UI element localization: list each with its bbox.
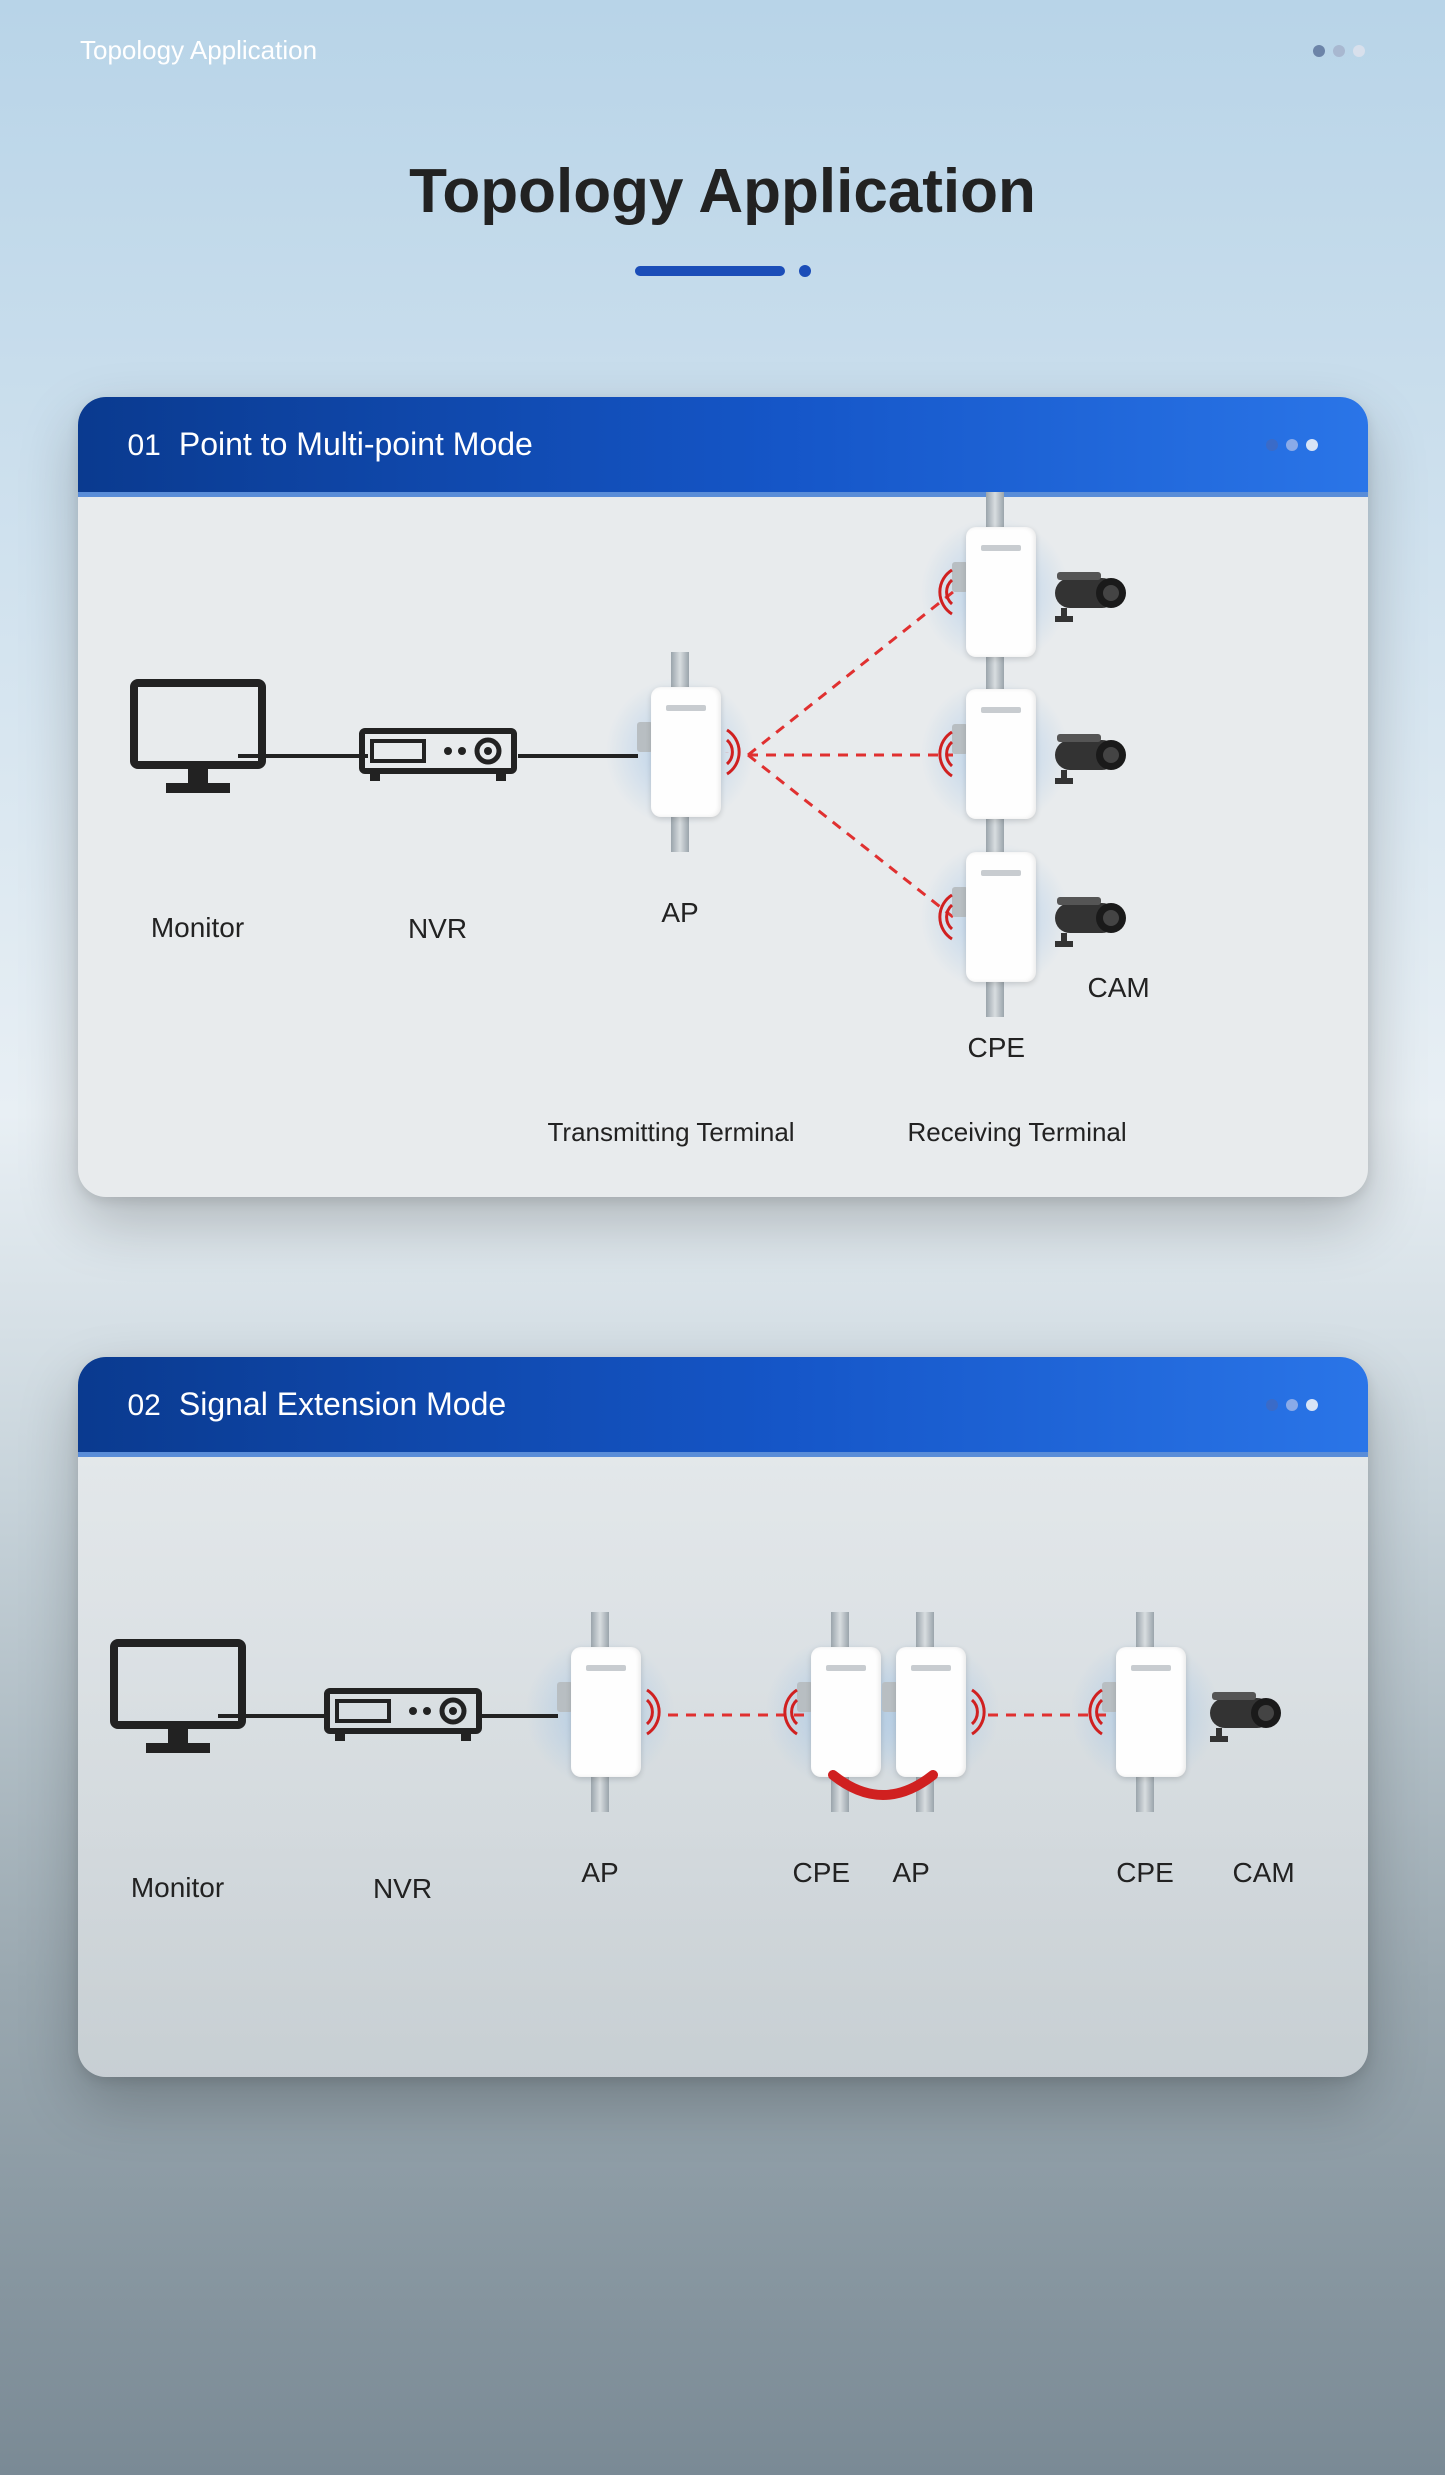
card-title: Point to Multi-point Mode xyxy=(179,426,533,463)
page-title: Topology Application xyxy=(0,156,1445,227)
card-body: Monitor NVR AP xyxy=(78,497,1368,1197)
ap-label: AP xyxy=(893,1857,930,1889)
nvr-icon xyxy=(358,725,518,785)
dot xyxy=(1353,45,1365,57)
card-body: Monitor NVR AP xyxy=(78,1457,1368,2077)
wire xyxy=(238,754,368,758)
wifi-icon xyxy=(721,722,761,782)
label: AP xyxy=(661,897,698,929)
camera-icon xyxy=(1053,887,1143,947)
label: Monitor xyxy=(131,1872,224,1904)
wire xyxy=(518,754,638,758)
camera-icon xyxy=(1053,562,1143,622)
card-number: 02 xyxy=(128,1389,161,1423)
top-dots xyxy=(1313,45,1365,57)
underline-bar xyxy=(635,266,785,276)
nvr-device: NVR xyxy=(323,1685,483,1905)
label: CPE xyxy=(1116,1857,1174,1889)
monitor-device: Monitor xyxy=(108,1637,248,1904)
dot xyxy=(1333,45,1345,57)
label: Monitor xyxy=(151,912,244,944)
wifi-icon xyxy=(966,1682,1006,1742)
wifi-icon xyxy=(641,1682,681,1742)
ap-unit xyxy=(633,667,728,837)
camera-2 xyxy=(1053,724,1143,789)
dot xyxy=(1266,1399,1278,1411)
tx-label: Transmitting Terminal xyxy=(548,1117,795,1148)
wire xyxy=(218,1714,328,1718)
card-header: 01 Point to Multi-point Mode xyxy=(78,397,1368,497)
card-signal-extension: 02 Signal Extension Mode Monitor xyxy=(78,1357,1368,2077)
cam-label: CAM xyxy=(1088,972,1150,1004)
cpe-label: CPE xyxy=(968,1032,1026,1064)
card-point-to-multipoint: 01 Point to Multi-point Mode Monitor xyxy=(78,397,1368,1197)
ap-device: AP xyxy=(633,667,728,929)
monitor-icon xyxy=(108,1637,248,1757)
card-title-wrap: 02 Signal Extension Mode xyxy=(128,1386,507,1423)
camera xyxy=(1208,1682,1298,1747)
card-dots xyxy=(1266,1399,1318,1411)
title-underline xyxy=(0,265,1445,277)
card-number: 01 xyxy=(128,429,161,463)
card-header: 02 Signal Extension Mode xyxy=(78,1357,1368,1457)
top-label: Topology Application xyxy=(80,35,317,66)
ap-unit xyxy=(553,1627,648,1797)
label: AP xyxy=(581,1857,618,1889)
wifi-icon xyxy=(918,724,958,784)
card-title-wrap: 01 Point to Multi-point Mode xyxy=(128,426,533,463)
wifi-icon xyxy=(763,1682,803,1742)
camera-3 xyxy=(1053,887,1143,952)
monitor-icon xyxy=(128,677,268,797)
cpe-label: CPE xyxy=(793,1857,851,1889)
dot xyxy=(1266,439,1278,451)
ap-device: AP xyxy=(553,1627,648,1889)
wifi-icon xyxy=(918,887,958,947)
wifi-icon xyxy=(918,562,958,622)
dot xyxy=(1313,45,1325,57)
card-dots xyxy=(1266,439,1318,451)
dot xyxy=(1306,1399,1318,1411)
camera-1 xyxy=(1053,562,1143,627)
cpe-device-2: CPE xyxy=(1098,1627,1193,1889)
rx-label: Receiving Terminal xyxy=(908,1117,1127,1148)
card-title: Signal Extension Mode xyxy=(179,1386,506,1423)
cpe-unit xyxy=(1098,1627,1193,1797)
wire xyxy=(478,1714,558,1718)
camera-icon xyxy=(1053,724,1143,784)
dot xyxy=(1286,439,1298,451)
link-arc-icon xyxy=(823,1767,943,1817)
dot xyxy=(1306,439,1318,451)
nvr-icon xyxy=(323,1685,483,1745)
monitor-device: Monitor xyxy=(128,677,268,944)
dot xyxy=(1286,1399,1298,1411)
underline-dot xyxy=(799,265,811,277)
label: NVR xyxy=(408,913,467,945)
label: NVR xyxy=(373,1873,432,1905)
camera-icon xyxy=(1208,1682,1298,1742)
top-bar: Topology Application xyxy=(0,0,1445,66)
wifi-icon xyxy=(1068,1682,1108,1742)
nvr-device: NVR xyxy=(358,725,518,945)
cam-label: CAM xyxy=(1233,1857,1295,1889)
